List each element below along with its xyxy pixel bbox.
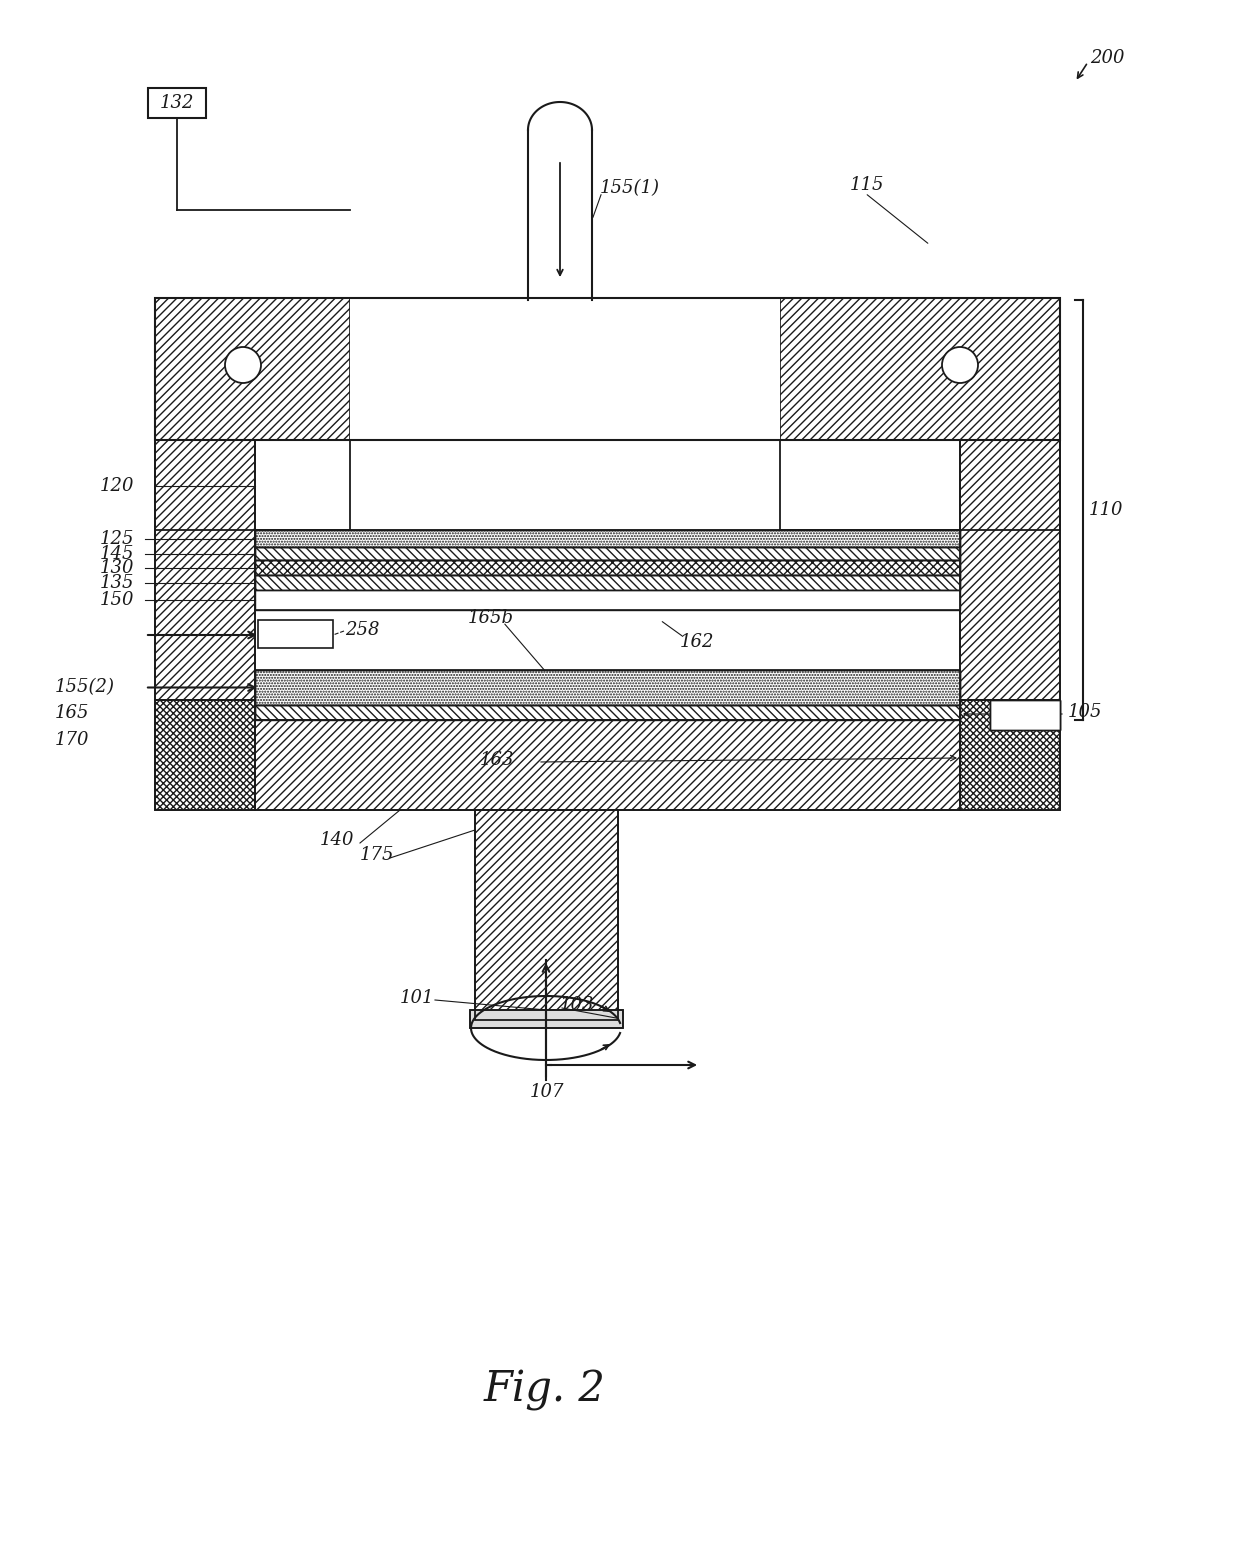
Text: 162: 162: [680, 634, 714, 651]
Text: 175: 175: [360, 846, 394, 864]
Bar: [155, 440, 255, 700]
Bar: [960, 700, 1060, 810]
Text: 155(2): 155(2): [55, 678, 115, 697]
Bar: [350, 297, 780, 440]
Bar: [475, 810, 618, 1019]
Bar: [960, 700, 1060, 810]
Text: 120: 120: [100, 477, 134, 496]
Bar: [255, 440, 960, 530]
Text: 155(1): 155(1): [600, 180, 660, 197]
Bar: [960, 440, 1060, 700]
Text: 132: 132: [160, 94, 195, 112]
Text: 115: 115: [849, 177, 884, 194]
Bar: [255, 671, 960, 705]
Bar: [255, 561, 960, 575]
Text: 105: 105: [1068, 703, 1102, 720]
Bar: [255, 575, 960, 590]
Text: 110: 110: [1089, 500, 1123, 519]
Text: 145: 145: [100, 545, 134, 562]
Bar: [255, 705, 960, 720]
Text: 150: 150: [100, 592, 134, 609]
Bar: [255, 530, 960, 547]
Bar: [255, 530, 960, 547]
Text: 170: 170: [55, 731, 89, 750]
Bar: [148, 88, 206, 118]
Text: 200: 200: [1090, 50, 1125, 67]
Bar: [255, 590, 960, 610]
Bar: [255, 440, 960, 530]
Bar: [780, 440, 1060, 530]
Bar: [255, 610, 960, 671]
Text: 140: 140: [320, 830, 355, 849]
Bar: [155, 440, 255, 700]
Bar: [780, 440, 1060, 530]
Bar: [990, 700, 1060, 730]
Circle shape: [224, 347, 260, 383]
Bar: [255, 561, 960, 575]
Bar: [255, 720, 960, 810]
Bar: [960, 440, 1060, 700]
Bar: [255, 705, 960, 720]
Bar: [155, 440, 350, 530]
Bar: [255, 547, 960, 561]
Bar: [475, 810, 618, 1019]
Text: 258: 258: [345, 621, 379, 640]
Bar: [990, 700, 1060, 730]
Bar: [155, 700, 255, 810]
Bar: [780, 297, 1060, 440]
Circle shape: [942, 347, 978, 383]
Bar: [155, 700, 255, 810]
Text: Fig. 2: Fig. 2: [484, 1369, 606, 1411]
Bar: [255, 440, 960, 455]
Bar: [255, 440, 960, 530]
Bar: [155, 440, 350, 530]
Bar: [255, 547, 960, 561]
Bar: [155, 297, 1060, 440]
Text: 101: 101: [401, 988, 434, 1007]
Bar: [255, 575, 960, 590]
Bar: [258, 620, 334, 647]
Text: 135: 135: [100, 573, 134, 592]
Bar: [155, 297, 350, 440]
Text: 103: 103: [560, 996, 594, 1015]
Text: 107: 107: [529, 1083, 564, 1101]
Bar: [470, 1010, 622, 1029]
Bar: [990, 700, 1060, 730]
Bar: [470, 1010, 622, 1029]
Text: 130: 130: [100, 559, 134, 576]
Text: 163: 163: [480, 751, 515, 768]
Bar: [255, 720, 960, 810]
Text: 125: 125: [100, 530, 134, 547]
Bar: [255, 671, 960, 705]
Text: 165: 165: [55, 703, 89, 722]
Text: 165b: 165b: [467, 609, 515, 627]
